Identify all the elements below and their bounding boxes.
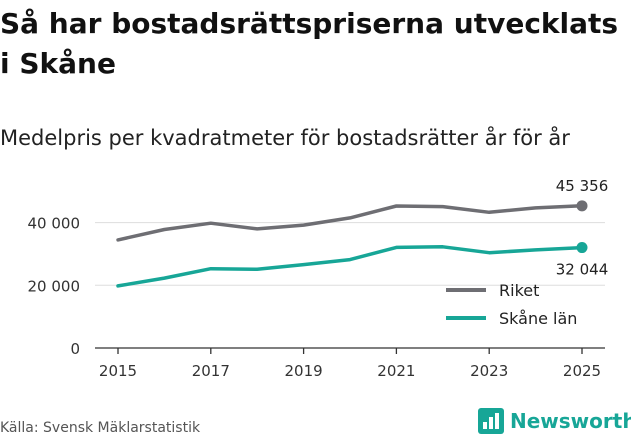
- end-marker-sk-ne-l-n: [576, 242, 588, 254]
- source-note: Källa: Svensk Mäklarstatistik: [0, 420, 201, 436]
- end-label-skane-lan: 32 044: [556, 261, 609, 279]
- x-tick-label: 2021: [377, 362, 415, 380]
- legend-label-riket: Riket: [499, 281, 539, 300]
- brand-name: Newsworthy: [510, 409, 631, 433]
- x-tick-label: 2025: [563, 362, 601, 380]
- chart-subtitle: Medelpris per kvadratmeter för bostadsrä…: [0, 126, 570, 150]
- chart-logo-icon: [478, 408, 504, 434]
- chart-title: Så har bostadsrättspriserna utvecklats i…: [0, 7, 619, 80]
- x-tick-label: 2019: [285, 362, 323, 380]
- end-label-riket: 45 356: [556, 177, 609, 195]
- series-line-sk-ne-l-n: [116, 245, 584, 288]
- x-tick-label: 2023: [470, 362, 508, 380]
- end-marker-riket: [576, 200, 588, 212]
- newsworthy-logo: Newsworthy: [478, 408, 631, 434]
- legend-label-sk-ne-l-n: Skåne län: [499, 309, 577, 328]
- series-line-riket: [116, 204, 584, 242]
- x-tick-label: 2017: [192, 362, 230, 380]
- y-tick-label: 20 000: [28, 277, 81, 295]
- x-tick-label: 2015: [99, 362, 137, 380]
- y-tick-label: 40 000: [28, 215, 81, 233]
- y-tick-label: 0: [70, 340, 80, 358]
